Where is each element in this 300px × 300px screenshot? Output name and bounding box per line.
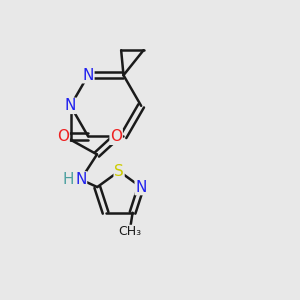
Text: CH₃: CH₃ <box>118 225 141 239</box>
Text: O: O <box>110 129 122 144</box>
Text: S: S <box>114 164 124 179</box>
Text: N: N <box>135 180 147 195</box>
Text: N: N <box>65 98 76 113</box>
Text: N: N <box>82 68 94 83</box>
Text: O: O <box>57 129 69 144</box>
Text: N: N <box>75 172 86 187</box>
Text: H: H <box>63 172 74 187</box>
